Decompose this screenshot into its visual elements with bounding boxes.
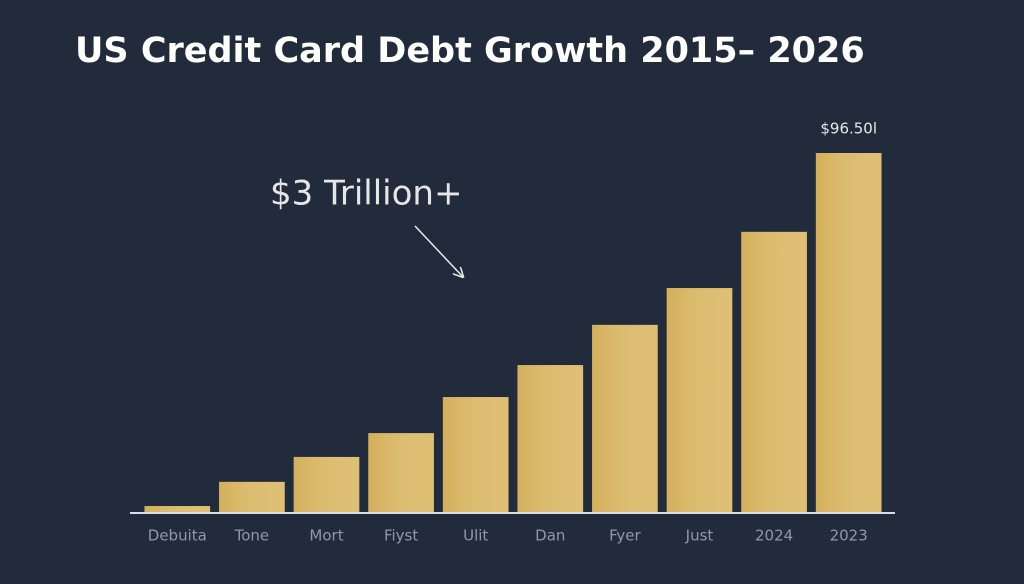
x-tick-label: Just [685, 527, 714, 545]
x-tick-label: Debuita [148, 527, 207, 545]
bar-shade [815, 153, 882, 512]
annotation: $3 Trillion+ [270, 174, 462, 214]
x-tick-label: 2024 [755, 527, 793, 545]
bar-shade [741, 231, 807, 512]
x-tick-label: Fiyst [384, 527, 418, 545]
bar-shade [666, 288, 733, 512]
bar-shade [592, 324, 658, 512]
bar-shade [517, 365, 584, 512]
x-tick-label: Mort [309, 527, 343, 545]
annotation-arrow [414, 225, 463, 277]
x-tick-label: Ulit [463, 527, 488, 545]
chart-title: US Credit Card Debt Growth 2015– 2026 [75, 31, 865, 71]
bar-shade [442, 397, 509, 512]
bar-shade [368, 433, 434, 512]
x-tick-label: Fyer [609, 527, 641, 545]
x-tick-label: 2023 [830, 527, 868, 545]
x-tick-label: Tone [234, 527, 270, 545]
bar-shade [144, 506, 211, 512]
value-label: $96.50l [820, 120, 877, 138]
bar-shade [293, 456, 360, 512]
x-tick-label: Dan [535, 527, 565, 545]
bar-shade [219, 481, 285, 512]
